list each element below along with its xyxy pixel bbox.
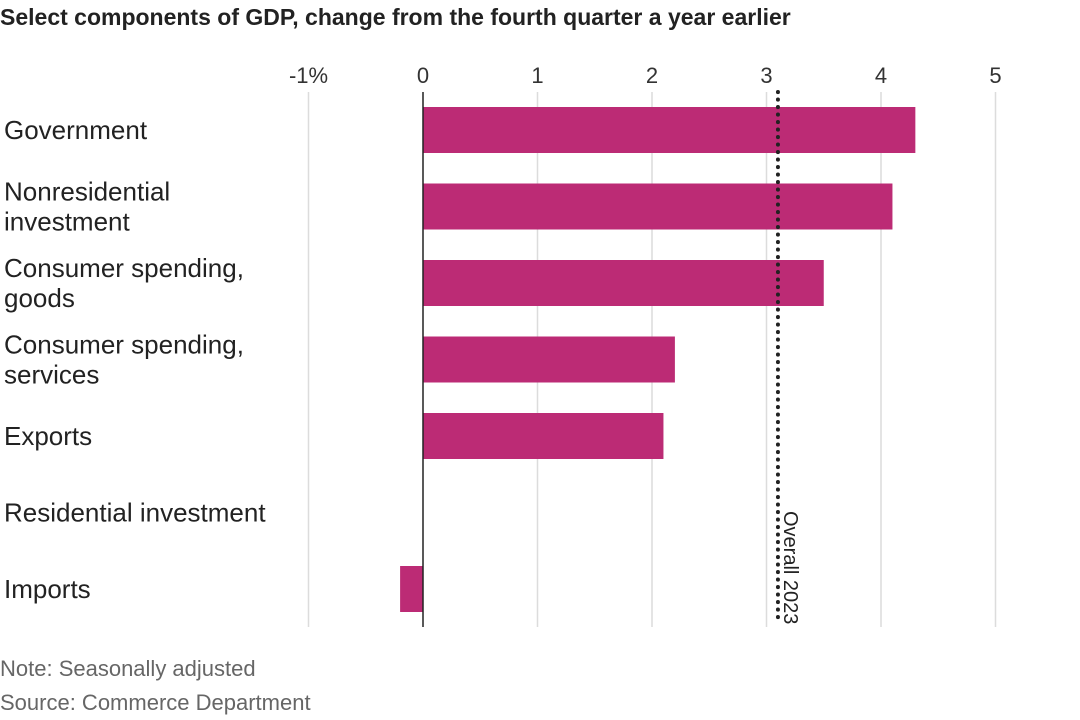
bar — [423, 260, 824, 306]
bar — [423, 107, 916, 153]
x-tick-labels: -1% 0 1 2 3 4 5 — [289, 63, 1002, 88]
category-label-line: Government — [4, 115, 148, 145]
chart-title: Select components of GDP, change from th… — [0, 4, 791, 30]
category-label: Nonresidential investment — [4, 177, 170, 237]
chart-note: Note: Seasonally adjusted — [0, 656, 256, 681]
category-label: Residential investment — [4, 498, 266, 528]
bar — [423, 336, 675, 383]
category-label: Consumer spending, services — [4, 330, 244, 390]
category-label-line: Imports — [4, 574, 91, 604]
category-label-line: services — [4, 360, 99, 390]
bar-chart: -1% 0 1 2 3 4 5 Overall 2023 Government Nonresi… — [4, 63, 1002, 627]
x-tick-label: 5 — [989, 63, 1001, 88]
bar — [400, 566, 423, 612]
category-label: Exports — [4, 421, 92, 451]
category-label-line: Residential investment — [4, 498, 266, 528]
x-tick-label: 2 — [646, 63, 658, 88]
category-label: Imports — [4, 574, 91, 604]
category-label-line: Nonresidential — [4, 177, 170, 207]
x-tick-label: 4 — [875, 63, 887, 88]
x-tick-label: -1% — [289, 63, 328, 88]
category-label-line: goods — [4, 283, 75, 313]
bars — [400, 107, 916, 612]
reference-line-label: Overall 2023 — [779, 511, 801, 624]
x-tick-label: 0 — [417, 63, 429, 88]
category-label-line: Consumer spending, — [4, 253, 244, 283]
category-label-line: Consumer spending, — [4, 330, 244, 360]
bar — [423, 413, 664, 459]
category-label: Government — [4, 115, 148, 145]
reference-line-group: Overall 2023 — [775, 90, 801, 624]
bar — [423, 183, 893, 230]
x-tick-label: 3 — [760, 63, 772, 88]
category-labels: Government Nonresidential investment Consum… — [4, 115, 266, 604]
category-label-line: investment — [4, 207, 130, 237]
x-tick-label: 1 — [531, 63, 543, 88]
category-label: Consumer spending, goods — [4, 253, 244, 313]
category-label-line: Exports — [4, 421, 92, 451]
chart-source: Source: Commerce Department — [0, 690, 311, 715]
